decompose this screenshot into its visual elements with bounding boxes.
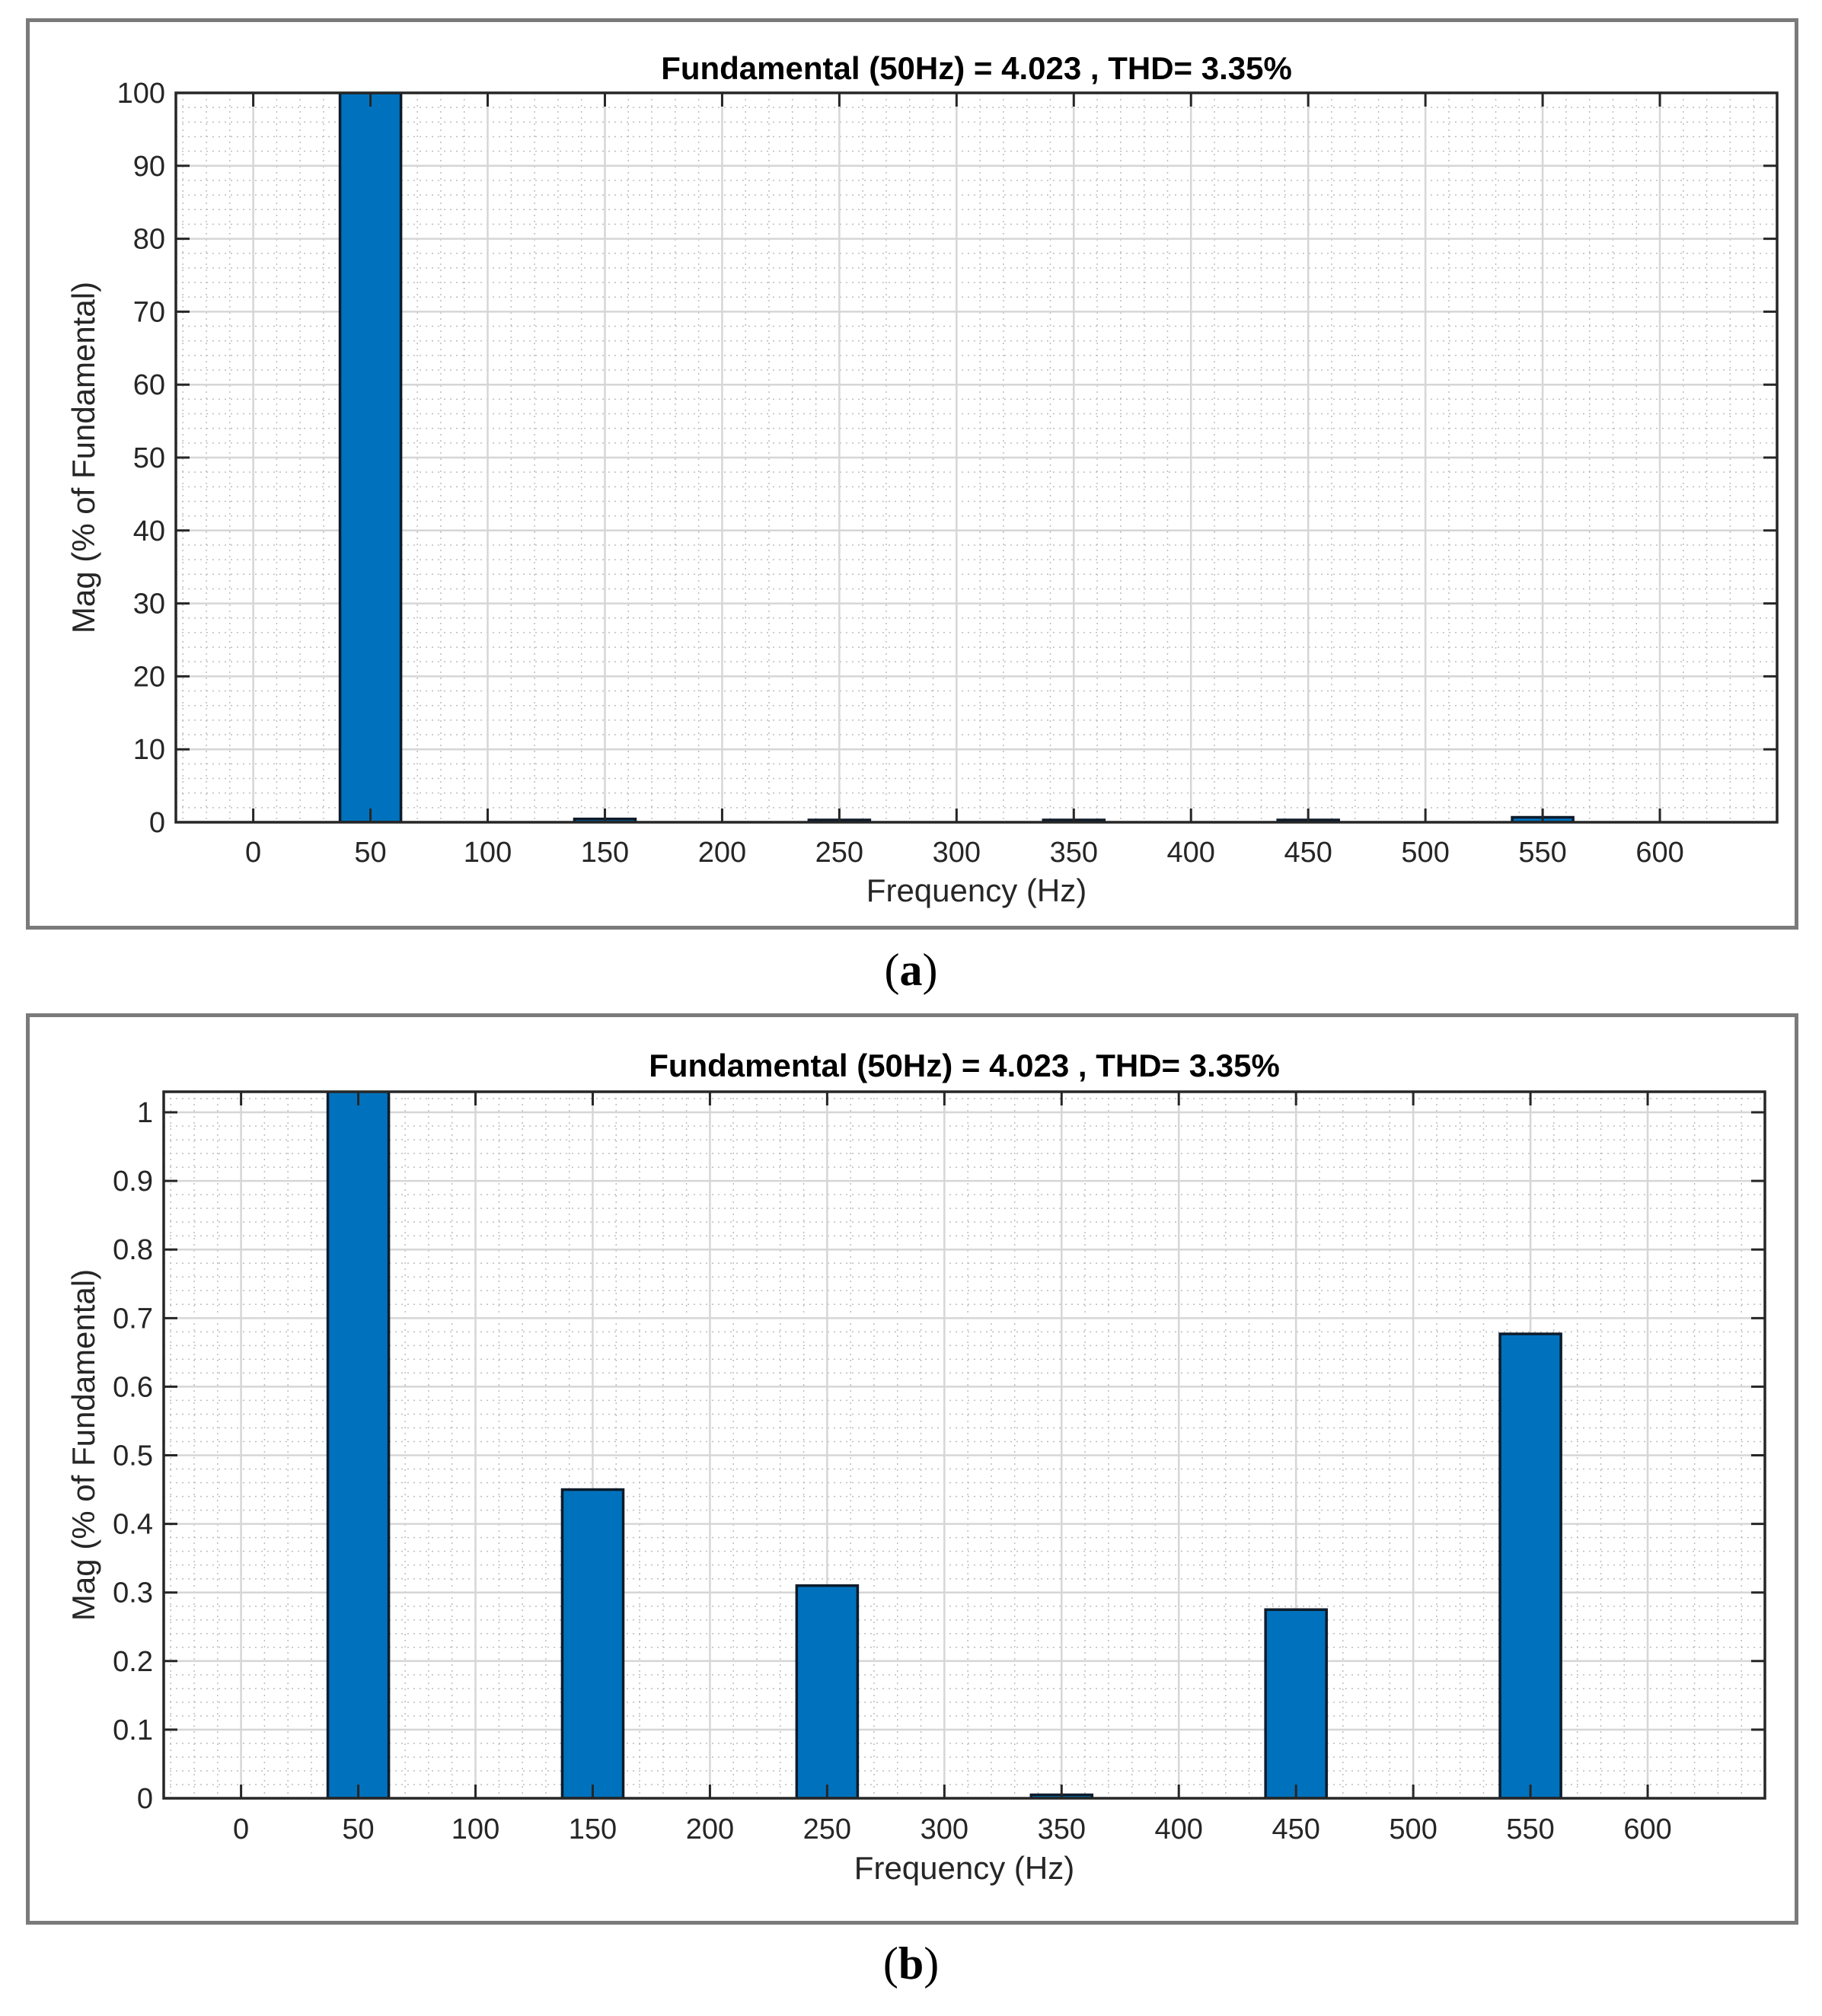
x-tick-label: 100: [464, 837, 512, 869]
ticks-group: 0 50 100 150 200 250 300 350 400 450 500 550 600 0 0.1…: [113, 1092, 1765, 1845]
x-tick-label: 500: [1389, 1813, 1437, 1845]
bar-250hz: [795, 1584, 860, 1798]
x-tick-label: 350: [1038, 1813, 1086, 1845]
y-tick-label: 0: [137, 1783, 153, 1815]
x-tick-label: 200: [686, 1813, 734, 1845]
x-tick-label: 150: [581, 837, 629, 869]
caption-a: (a): [884, 945, 938, 995]
x-tick-label: 400: [1155, 1813, 1203, 1845]
y-axis-label: Mag (% of Fundamental): [65, 282, 101, 633]
x-tick-label: 250: [815, 837, 863, 869]
y-tick-label: 90: [133, 151, 165, 183]
chart-title: Fundamental (50Hz) = 4.023 , THD= 3.35%: [661, 50, 1292, 86]
x-tick-label: 550: [1518, 837, 1566, 869]
y-tick-label: 0: [149, 807, 165, 839]
x-tick-label: 0: [233, 1813, 249, 1845]
chart-a: 0 50 100 150 200 250 300 350 400 450 500 550 600 0 10 2…: [65, 50, 1779, 908]
bar-50hz: [326, 1092, 391, 1798]
x-tick-label: 600: [1623, 1813, 1671, 1845]
x-tick-label: 100: [452, 1813, 499, 1845]
x-tick-label: 150: [569, 1813, 617, 1845]
y-tick-label: 60: [133, 369, 165, 401]
y-tick-label: 0.5: [113, 1440, 153, 1472]
bar-150hz: [560, 1488, 625, 1798]
y-tick-label: 0.6: [113, 1371, 153, 1403]
y-tick-label: 10: [133, 734, 165, 766]
y-tick-label: 30: [133, 589, 165, 620]
bar-550hz: [1498, 1332, 1562, 1798]
x-tick-label: 300: [921, 1813, 968, 1845]
y-tick-label: 0.4: [113, 1509, 153, 1541]
y-tick-label: 80: [133, 224, 165, 256]
y-tick-label: 20: [133, 661, 165, 693]
caption-a-letter: a: [899, 945, 923, 995]
bars-group: [326, 1092, 1562, 1798]
chart-b: 0 50 100 150 200 250 300 350 400 450 500 550 600 0 0.1…: [65, 1048, 1766, 1886]
x-tick-label: 450: [1284, 837, 1332, 869]
y-tick-label: 1: [137, 1097, 153, 1129]
x-tick-label: 550: [1506, 1813, 1554, 1845]
x-tick-label: 500: [1401, 837, 1449, 869]
figure-panel-b: 0 50 100 150 200 250 300 350 400 450 500 550 600 0 0.1…: [26, 1013, 1798, 1925]
ticks-group: 0 50 100 150 200 250 300 350 400 450 500 550 600 0 10 2…: [117, 78, 1777, 869]
grid-group: [176, 93, 1777, 822]
bars-group: [338, 93, 1575, 822]
x-tick-label: 200: [698, 837, 746, 869]
figure-panel-a: 0 50 100 150 200 250 300 350 400 450 500 550 600 0 10 2…: [26, 18, 1798, 930]
y-tick-label: 0.1: [113, 1715, 153, 1746]
caption-b: (b): [882, 1938, 940, 1989]
caption-b-letter: b: [898, 1938, 924, 1989]
x-axis-label: Frequency (Hz): [854, 1850, 1074, 1886]
x-tick-label: 50: [354, 837, 386, 869]
x-tick-label: 0: [245, 837, 261, 869]
y-tick-label: 0.3: [113, 1577, 153, 1609]
x-tick-label: 600: [1635, 837, 1683, 869]
y-axis-label: Mag (% of Fundamental): [65, 1269, 101, 1621]
y-tick-label: 0.7: [113, 1303, 153, 1335]
y-tick-label: 0.9: [113, 1166, 153, 1198]
y-tick-label: 70: [133, 296, 165, 328]
x-axis-label: Frequency (Hz): [866, 872, 1086, 908]
x-tick-label: 50: [342, 1813, 374, 1845]
y-tick-label: 0.2: [113, 1646, 153, 1678]
x-tick-label: 450: [1272, 1813, 1319, 1845]
x-tick-label: 250: [803, 1813, 851, 1845]
y-tick-label: 100: [117, 78, 165, 110]
x-tick-label: 400: [1167, 837, 1215, 869]
bar-50hz: [338, 93, 403, 822]
x-tick-label: 350: [1050, 837, 1098, 869]
y-tick-label: 50: [133, 442, 165, 474]
y-tick-label: 0.8: [113, 1234, 153, 1266]
chart-title: Fundamental (50Hz) = 4.023 , THD= 3.35%: [649, 1048, 1280, 1083]
axes-box: [162, 1090, 1766, 1800]
bar-450hz: [1264, 1608, 1328, 1798]
x-tick-label: 300: [933, 837, 981, 869]
y-tick-label: 40: [133, 515, 165, 547]
